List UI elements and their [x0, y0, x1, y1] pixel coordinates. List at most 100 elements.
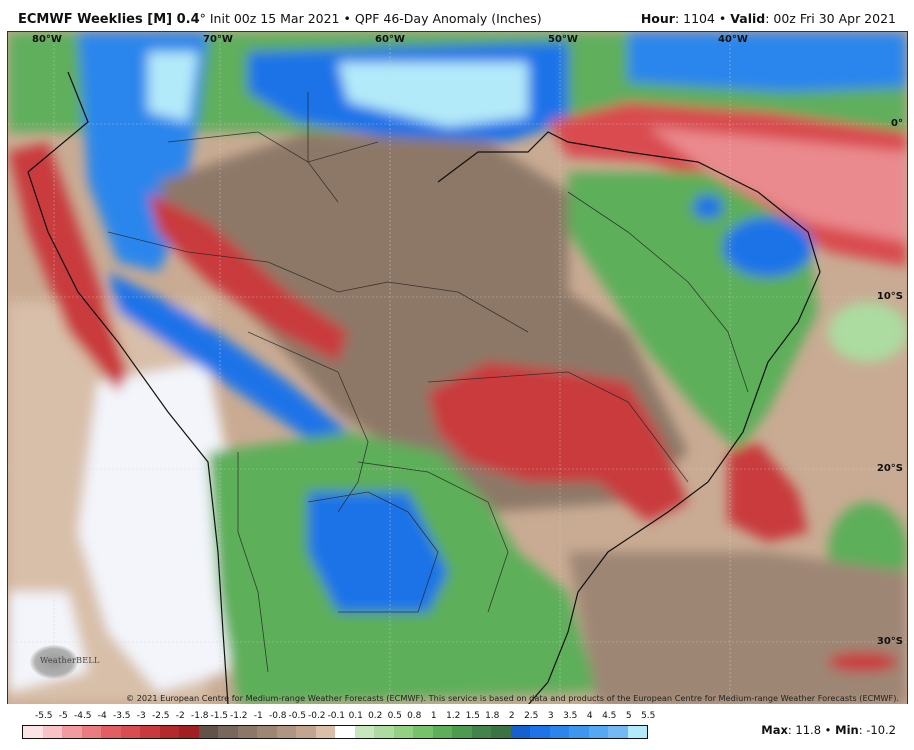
- legend-tick-label: 4: [586, 711, 593, 721]
- legend-tick-label: 1.8: [485, 711, 500, 721]
- colorbar-segment: [374, 726, 394, 738]
- colorbar-segment: [23, 726, 43, 738]
- logo-text: WeatherBELL: [40, 656, 100, 665]
- colorbar-segment: [452, 726, 472, 738]
- colorbar-segment: [179, 726, 199, 738]
- legend-tick-label: 0.8: [407, 711, 422, 721]
- legend-tick-label: -4.5: [73, 711, 92, 721]
- legend-tick-label: 1.2: [446, 711, 461, 721]
- chart-title: ECMWF Weeklies [M] 0.4° Init 00z 15 Mar …: [18, 11, 542, 27]
- legend-tick-label: 5.5: [641, 711, 656, 721]
- min-label: Min: [835, 723, 859, 737]
- colorbar-segment: [549, 726, 569, 738]
- forecast-time: Hour: 1104 • Valid: 00z Fri 30 Apr 2021: [641, 11, 896, 26]
- colorbar-segment: [101, 726, 121, 738]
- legend: -5.5 -5 -4.5 -4 -3.5 -3 -2.5 -2 -1.8 -1.5 -1.2 -1 -0…: [0, 704, 914, 750]
- colorbar-segment: [608, 726, 628, 738]
- latitude-label: 0°: [891, 118, 903, 129]
- legend-tick-label: 0.5: [387, 711, 402, 721]
- colorbar-segment: [491, 726, 511, 738]
- weatherbell-logo: WeatherBELL: [26, 643, 99, 683]
- product-name: QPF 46-Day Anomaly (Inches): [354, 11, 542, 26]
- legend-tick-label: 1: [430, 711, 437, 721]
- legend-tick-label: 2.5: [524, 711, 539, 721]
- colorbar-segment: [588, 726, 608, 738]
- latitude-label: 30°S: [876, 636, 903, 647]
- legend-tick-label: -1.8: [190, 711, 209, 721]
- legend-tick-label: -1.2: [229, 711, 248, 721]
- colorbar-segment: [120, 726, 140, 738]
- min-value: : -10.2: [858, 723, 896, 737]
- legend-tick-label: -1.5: [210, 711, 229, 721]
- anomaly-map: 80°W 70°W 60°W 50°W 40°W 0° 10°S 20°S 30…: [7, 31, 908, 706]
- colorbar-segment: [393, 726, 413, 738]
- colorbar-segment: [432, 726, 452, 738]
- max-value: : 11.8: [787, 723, 822, 737]
- valid-value: : 00z Fri 30 Apr 2021: [765, 11, 896, 26]
- colorbar-segment: [218, 726, 238, 738]
- legend-tick-label: 1.5: [465, 711, 480, 721]
- hour-value: : 1104: [674, 11, 715, 26]
- colorbar-segment: [257, 726, 277, 738]
- longitude-label: 40°W: [718, 34, 748, 45]
- legend-tick-label: 4.5: [602, 711, 617, 721]
- legend-tick-label: -0.5: [288, 711, 307, 721]
- legend-tick-label: -0.2: [307, 711, 326, 721]
- longitude-label: 80°W: [32, 34, 62, 45]
- legend-tick-label: 3.5: [563, 711, 578, 721]
- legend-tick-label: 0.2: [368, 711, 383, 721]
- colorbar-segment: [530, 726, 550, 738]
- legend-tick-label: -3: [136, 711, 146, 721]
- colorbar-segment: [276, 726, 296, 738]
- model-name: ECMWF Weeklies [M] 0.4: [18, 12, 200, 27]
- chart-header: ECMWF Weeklies [M] 0.4° Init 00z 15 Mar …: [0, 0, 914, 30]
- latitude-label: 20°S: [876, 463, 903, 474]
- colorbar-segment: [315, 726, 335, 738]
- legend-tick-label: 5: [625, 711, 632, 721]
- legend-tick-label: -5.5: [34, 711, 53, 721]
- hour-label: Hour: [640, 11, 675, 26]
- colorbar-segment: [159, 726, 179, 738]
- separator: •: [821, 723, 836, 737]
- legend-tick-label: 3: [547, 711, 554, 721]
- legend-tick-label: -0.8: [268, 711, 287, 721]
- separator: •: [714, 11, 731, 26]
- legend-tick-label: -0.1: [327, 711, 346, 721]
- legend-tick-label: -4: [97, 711, 107, 721]
- longitude-label: 60°W: [375, 34, 405, 45]
- colorbar-segment: [140, 726, 160, 738]
- legend-tick-label: -2: [175, 711, 185, 721]
- longitude-label: 50°W: [548, 34, 578, 45]
- map-field: [8, 32, 907, 705]
- colorbar-segment: [81, 726, 101, 738]
- colorbar-segment: [627, 726, 647, 738]
- legend-tick-label: 0.1: [348, 711, 363, 721]
- init-time: Init 00z 15 Mar 2021: [205, 11, 340, 26]
- colorbar-segment: [62, 726, 82, 738]
- colorbar: [22, 725, 648, 739]
- legend-tick-label: -2.5: [151, 711, 170, 721]
- colorbar-segment: [335, 726, 355, 738]
- longitude-label: 70°W: [203, 34, 233, 45]
- max-label: Max: [761, 723, 788, 737]
- max-min-summary: Max: 11.8 • Min: -10.2: [761, 723, 896, 737]
- colorbar-segment: [42, 726, 62, 738]
- latitude-label: 10°S: [876, 291, 903, 302]
- separator: •: [339, 11, 355, 26]
- colorbar-segment: [510, 726, 530, 738]
- colorbar-segment: [471, 726, 491, 738]
- colorbar-segment: [569, 726, 589, 738]
- copyright-notice: © 2021 European Centre for Medium-range …: [125, 693, 899, 703]
- legend-tick-label: -1: [253, 711, 263, 721]
- legend-tick-label: 2: [508, 711, 515, 721]
- degree-symbol: °: [199, 11, 206, 26]
- legend-tick-label: -5: [58, 711, 68, 721]
- logo-swirl-icon: [30, 645, 78, 679]
- colorbar-segment: [413, 726, 433, 738]
- valid-label: Valid: [730, 11, 766, 26]
- colorbar-segment: [354, 726, 374, 738]
- colorbar-segment: [296, 726, 316, 738]
- legend-tick-label: -3.5: [112, 711, 131, 721]
- colorbar-segment: [198, 726, 218, 738]
- colorbar-segment: [237, 726, 257, 738]
